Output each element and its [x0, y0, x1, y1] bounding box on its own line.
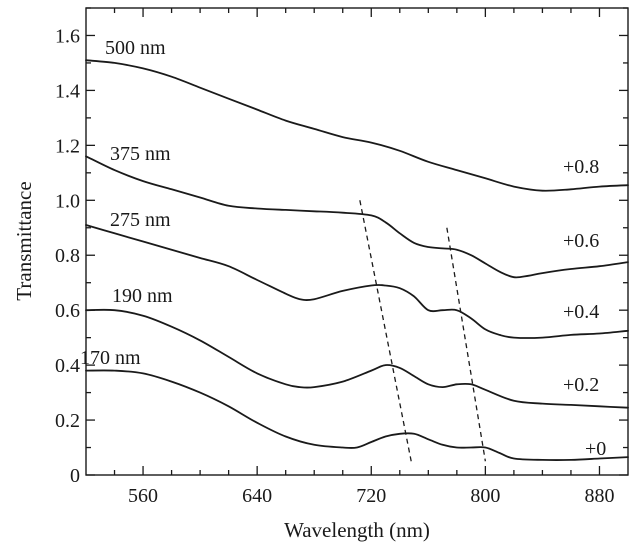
series-name-label: 275 nm	[110, 209, 171, 231]
plot-frame	[86, 8, 628, 475]
y-tick-label: 0.2	[55, 410, 80, 432]
y-axis-title: Transmittance	[12, 181, 36, 300]
series-name-label: 500 nm	[105, 37, 166, 59]
axis-ticks: 560 640 720 800 880 0 0.2 0.4 0.6 0.8 1.0 1.2 1.4 1.6	[55, 8, 628, 507]
series-name-label: 375 nm	[110, 143, 171, 165]
y-tick-label: 1.2	[55, 135, 80, 157]
y-tick-label: 0.6	[55, 300, 80, 322]
plot-area	[86, 8, 628, 475]
y-tick-label: 1.4	[55, 80, 80, 102]
dashed-guide-line	[447, 228, 486, 462]
series-name-label: 170 nm	[80, 347, 141, 369]
y-tick-label: 0.4	[55, 355, 80, 377]
series-offset-label: +0.6	[563, 230, 599, 252]
x-tick-label: 800	[470, 485, 500, 507]
dashed-guide-line	[360, 200, 411, 461]
y-tick-label: 0.8	[55, 245, 80, 267]
series-offset-label: +0	[585, 438, 606, 460]
series-line	[86, 370, 628, 460]
x-tick-label: 640	[242, 485, 272, 507]
y-tick-label: 0	[70, 465, 80, 487]
series-offset-label: +0.8	[563, 156, 599, 178]
series-name-label: 190 nm	[112, 285, 173, 307]
series-line	[86, 225, 628, 338]
series-labels: 170 nm +0 190 nm +0.2 275 nm +0.4 375 nm +0.6 50…	[80, 37, 606, 460]
y-tick-label: 1.6	[55, 25, 80, 47]
series-line	[86, 60, 628, 191]
x-tick-label: 720	[356, 485, 386, 507]
series-offset-label: +0.2	[563, 374, 599, 396]
series-offset-label: +0.4	[563, 301, 599, 323]
series-line	[86, 310, 628, 408]
x-axis-title: Wavelength (nm)	[284, 518, 430, 542]
y-tick-label: 1.0	[55, 190, 80, 212]
dashed-guide-lines	[360, 200, 486, 461]
series-curves	[86, 60, 628, 460]
x-tick-label: 560	[128, 485, 158, 507]
x-tick-label: 880	[584, 485, 614, 507]
